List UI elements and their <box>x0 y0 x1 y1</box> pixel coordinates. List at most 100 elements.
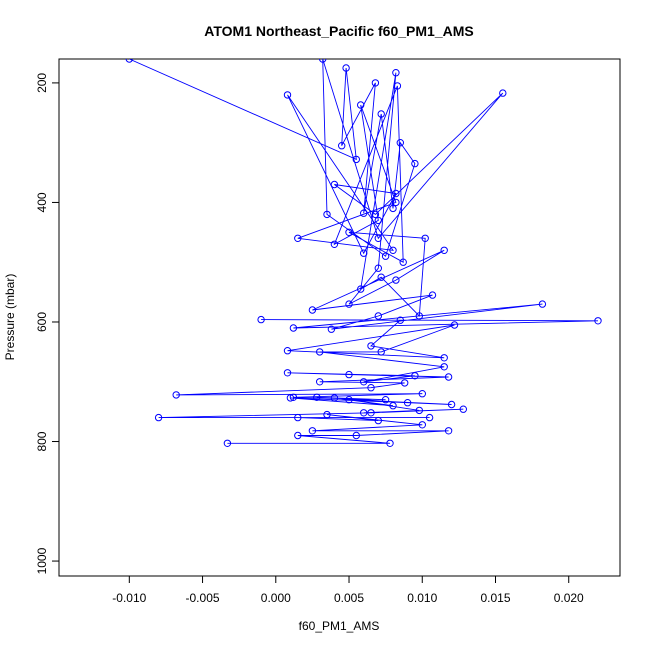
y-axis: 200 400 600 800 1000 <box>35 73 59 574</box>
data-point <box>499 89 507 97</box>
data-point <box>345 228 353 237</box>
data-point <box>330 394 339 402</box>
data-point <box>360 249 368 257</box>
data-point <box>538 300 547 308</box>
data-point <box>367 409 375 417</box>
data-point <box>371 79 380 87</box>
chart-title: ATOM1 Northeast_Pacific f60_PM1_AMS <box>204 23 473 39</box>
data-point <box>392 189 400 198</box>
data-point <box>367 342 375 350</box>
data-point <box>154 413 163 422</box>
data-point <box>459 405 467 413</box>
data-point <box>283 91 292 99</box>
data-point <box>294 431 302 440</box>
data-point <box>421 234 429 243</box>
data-point <box>396 316 404 324</box>
data-point <box>399 258 407 266</box>
data-point <box>308 427 317 435</box>
data-point <box>360 209 368 217</box>
data-point <box>401 379 409 387</box>
data-point <box>371 210 380 219</box>
data-point <box>415 312 423 320</box>
data-point <box>352 155 360 164</box>
data-point <box>450 321 459 329</box>
x-tick-label: 0.010 <box>407 591 437 605</box>
data-point <box>418 390 426 398</box>
data-point <box>374 264 382 272</box>
data-point <box>289 393 298 401</box>
y-tick-label: 800 <box>35 431 49 451</box>
data-point <box>345 300 353 308</box>
data-point <box>289 324 298 332</box>
data-point <box>374 216 382 225</box>
data-point <box>393 82 402 90</box>
data-point <box>345 370 353 379</box>
x-axis: -0.010 -0.005 0.000 0.005 0.010 0.015 0.020 <box>112 576 584 605</box>
data-point <box>447 400 456 409</box>
data-point <box>440 363 448 371</box>
data-point <box>374 312 382 320</box>
data-point <box>283 347 292 355</box>
data-point <box>313 393 321 401</box>
data-point <box>308 306 317 314</box>
data-point <box>415 406 423 415</box>
data-point <box>444 427 453 435</box>
data-point <box>389 402 397 410</box>
x-tick-label: 0.020 <box>554 591 584 605</box>
data-point <box>381 396 390 404</box>
x-tick-label: 0.000 <box>261 591 291 605</box>
data-point <box>440 354 448 362</box>
data-point <box>323 410 331 419</box>
data-point <box>396 139 404 147</box>
x-tick-label: -0.005 <box>186 591 220 605</box>
data-point <box>367 384 375 392</box>
y-tick-label: 200 <box>35 73 49 93</box>
x-axis-label: f60_PM1_AMS <box>299 619 380 633</box>
data-point <box>330 240 339 249</box>
y-tick-label: 600 <box>35 312 49 332</box>
data-point <box>345 396 353 404</box>
data-point <box>342 64 350 72</box>
data-point <box>377 110 385 118</box>
data-point <box>440 246 448 255</box>
data-point <box>323 210 331 219</box>
data-point <box>377 348 385 356</box>
data-point <box>360 378 368 386</box>
data-point <box>444 373 453 381</box>
data-point <box>172 391 180 399</box>
y-axis-label: Pressure (mbar) <box>3 274 17 361</box>
data-point <box>392 276 400 284</box>
series-layer <box>125 59 602 447</box>
data-point <box>377 273 385 281</box>
data-point <box>418 421 426 429</box>
data-point <box>330 180 339 189</box>
data-point <box>403 399 412 407</box>
data-point <box>294 234 302 243</box>
y-tick-label: 400 <box>35 192 49 212</box>
data-point <box>428 291 437 299</box>
data-point <box>392 198 400 207</box>
x-tick-label: -0.010 <box>112 591 146 605</box>
data-point <box>352 431 360 440</box>
data-point <box>389 246 397 255</box>
y-tick-label: 1000 <box>35 547 49 574</box>
data-point <box>411 159 419 168</box>
data-point <box>594 317 602 325</box>
data-point <box>319 59 327 63</box>
data-point <box>257 315 265 324</box>
data-point <box>338 142 346 150</box>
x-tick-label: 0.015 <box>480 591 510 605</box>
data-point <box>327 325 336 333</box>
data-point <box>357 101 365 109</box>
series-line <box>129 59 599 444</box>
data-point <box>392 69 400 77</box>
data-point <box>374 416 382 425</box>
data-point <box>223 439 232 447</box>
plot-frame <box>58 58 621 577</box>
x-tick-label: 0.005 <box>334 591 364 605</box>
data-point <box>357 285 365 293</box>
data-point <box>374 234 382 243</box>
data-point <box>294 413 302 422</box>
data-point <box>286 394 295 402</box>
